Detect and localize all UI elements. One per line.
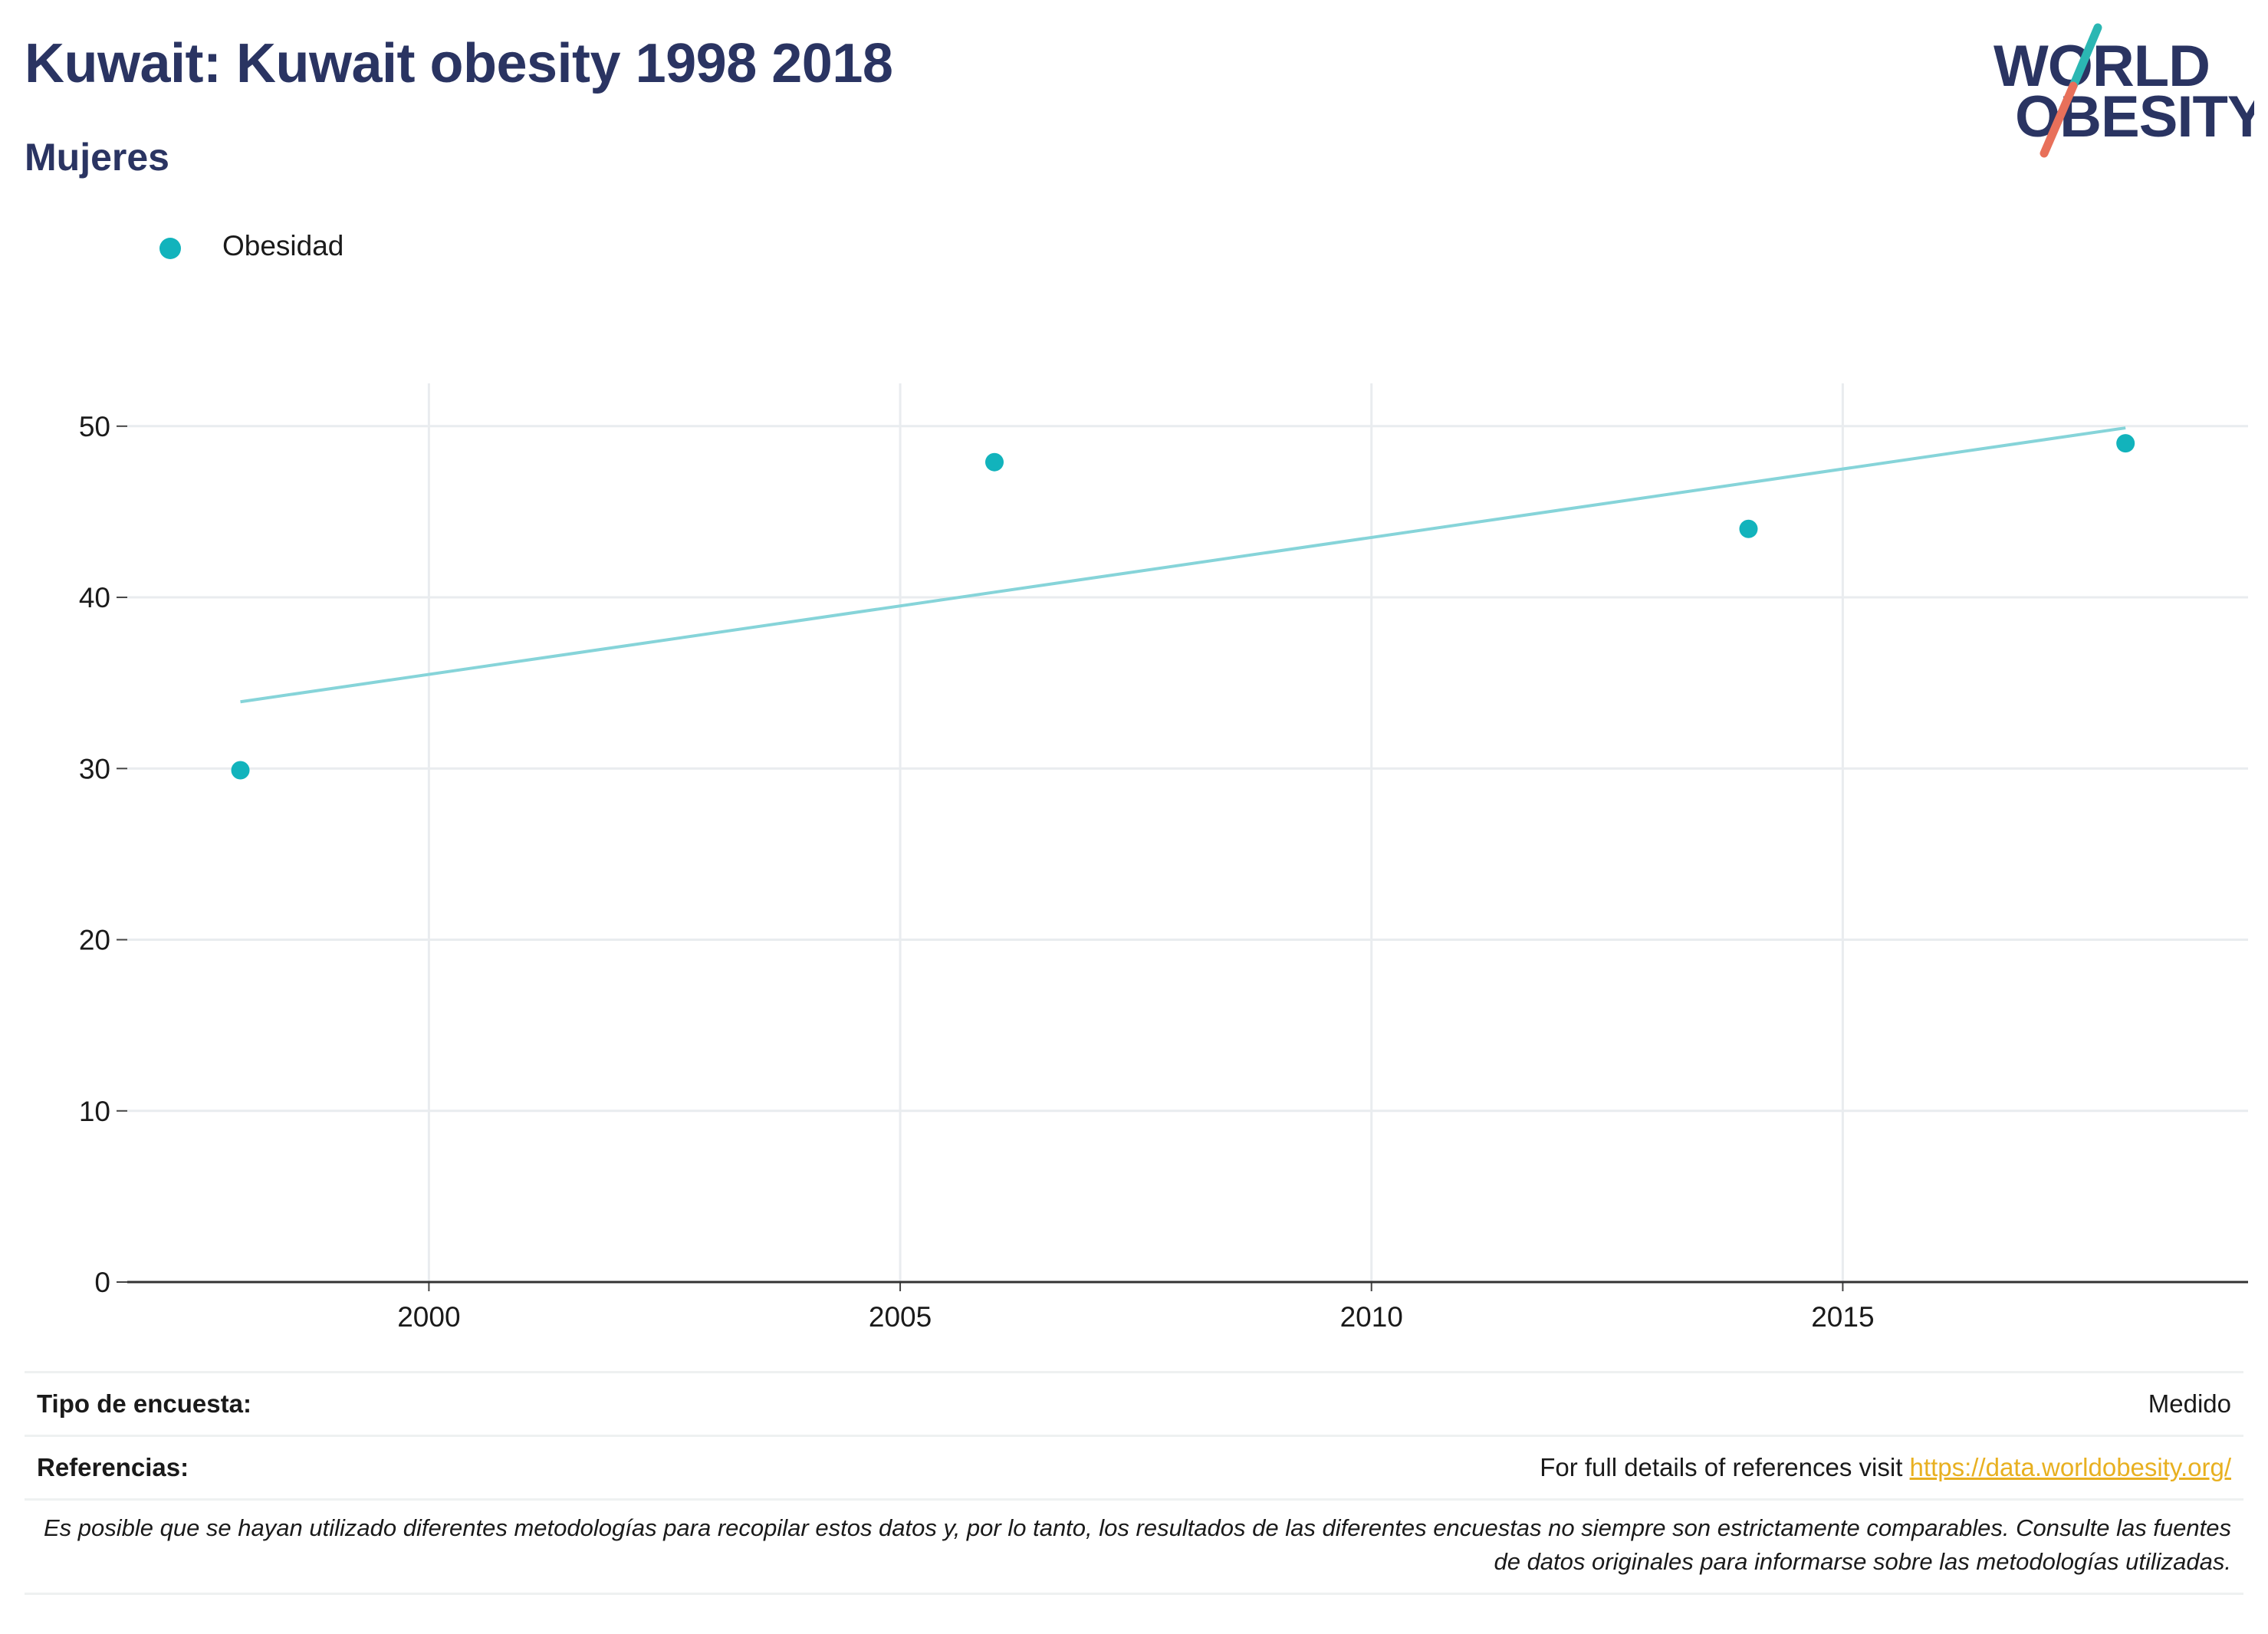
y-tick-label-20: 20 <box>79 925 110 956</box>
x-tick-label-2010: 2010 <box>1340 1301 1403 1333</box>
x-tick-label-2000: 2000 <box>397 1301 460 1333</box>
references-link[interactable]: https://data.worldobesity.org/ <box>1909 1453 2231 1481</box>
survey-type-value: Medido <box>2148 1389 2231 1418</box>
points-layer <box>231 434 2135 780</box>
references-text: For full details of references visit <box>1540 1453 1910 1481</box>
legend-marker-obesidad <box>159 238 181 259</box>
data-point-2006 <box>984 452 1004 472</box>
y-tick-label-30: 30 <box>79 753 110 784</box>
references-label: Referencias: <box>37 1453 189 1481</box>
data-point-2018 <box>2116 434 2135 453</box>
y-tick-label-40: 40 <box>79 582 110 613</box>
trendline <box>240 426 2126 704</box>
logo-text-world: WORLD <box>1994 34 2210 99</box>
methodology-note: Es posible que se hayan utilizado difere… <box>25 1498 2243 1595</box>
data-point-2014 <box>1739 519 1758 538</box>
logo-slash-teal <box>2069 23 2102 90</box>
references-value: For full details of references visit htt… <box>1540 1453 2231 1482</box>
axis-layer: 0 10 20 30 40 50 2000 2005 2010 2015 <box>79 411 2248 1333</box>
obesity-scatter-chart: 0 10 20 30 40 50 2000 2005 2010 2015 <box>79 383 2248 1333</box>
y-tick-label-50: 50 <box>79 411 110 442</box>
survey-type-label: Tipo de encuesta: <box>37 1389 251 1418</box>
y-tick-label-10: 10 <box>79 1096 110 1127</box>
y-tick-label-0: 0 <box>94 1267 110 1298</box>
legend-label-obesidad: Obesidad <box>222 230 344 261</box>
chart-footer: Tipo de encuesta: Medido Referencias: Fo… <box>25 1371 2243 1595</box>
page-title: Kuwait: Kuwait obesity 1998 2018 <box>25 33 893 94</box>
x-tick-label-2005: 2005 <box>869 1301 932 1333</box>
world-obesity-logo: WORLD OBESITY <box>1994 23 2254 158</box>
survey-type-row: Tipo de encuesta: Medido <box>25 1371 2243 1435</box>
x-tick-label-2015: 2015 <box>1811 1301 1874 1333</box>
grid-layer <box>127 383 2248 1282</box>
logo-slash-coral <box>2040 81 2078 158</box>
trendline-layer <box>240 426 2126 704</box>
data-point-1998 <box>231 761 250 780</box>
references-row: Referencias: For full details of referen… <box>25 1435 2243 1498</box>
page-subtitle: Mujeres <box>25 136 169 179</box>
